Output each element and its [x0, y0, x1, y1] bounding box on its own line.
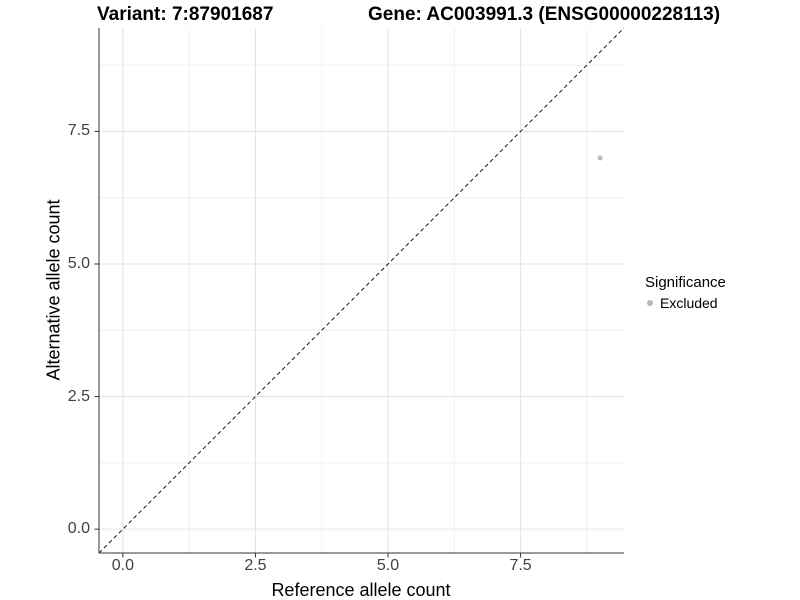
variant-title: Variant: 7:87901687	[97, 4, 274, 25]
data-point	[597, 155, 603, 161]
y-tick-label: 2.5	[67, 387, 90, 405]
y-tick-label: 7.5	[67, 122, 90, 140]
x-tick-label: 0.0	[111, 557, 134, 574]
x-axis-title: Reference allele count	[271, 580, 451, 600]
legend-key-dot	[647, 300, 653, 306]
legend-title: Significance	[645, 274, 726, 291]
legend: Significance Excluded	[645, 274, 726, 311]
gene-title: Gene: AC003991.3 (ENSG00000228113)	[368, 4, 721, 25]
y-tick-label: 5.0	[67, 254, 90, 272]
identity-reference-line	[98, 27, 625, 554]
y-tick-label: 0.0	[67, 520, 90, 538]
x-tick-label: 5.0	[376, 557, 400, 574]
x-tick-label: 2.5	[244, 557, 267, 574]
legend-item-label: Excluded	[660, 295, 718, 311]
legend-item-excluded: Excluded	[647, 295, 726, 311]
x-tick-label: 7.5	[509, 557, 532, 574]
